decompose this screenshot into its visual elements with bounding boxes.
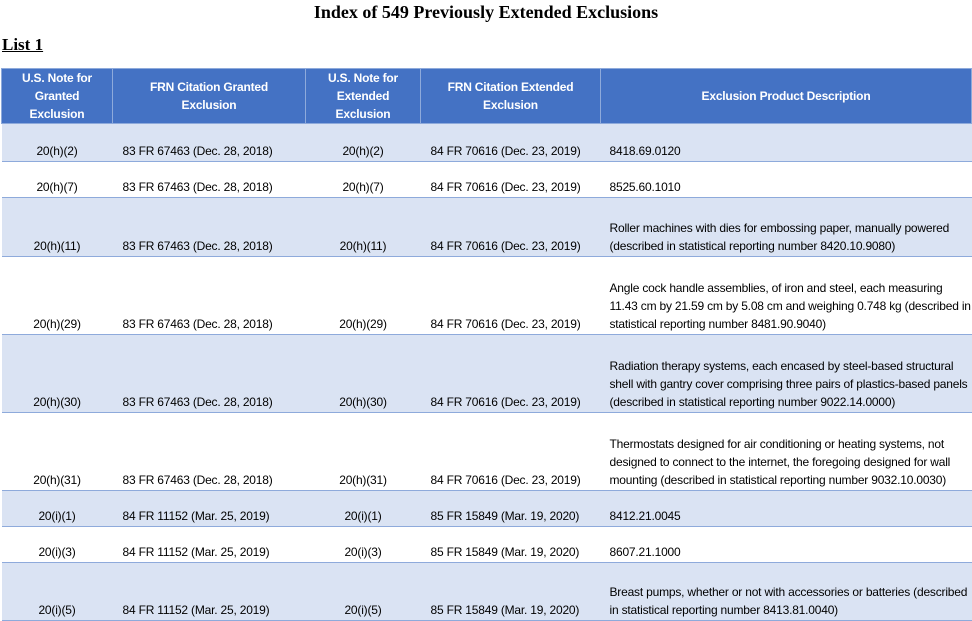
cell-description: 8525.60.1010 — [600, 161, 972, 198]
cell-us-note-granted: 20(h)(31) — [1, 412, 113, 491]
cell-frn-granted: 84 FR 11152 (Mar. 25, 2019) — [112, 490, 306, 527]
cell-us-note-granted: 20(h)(29) — [1, 256, 113, 335]
cell-us-note-extended: 20(h)(30) — [305, 334, 421, 413]
cell-frn-extended: 84 FR 70616 (Dec. 23, 2019) — [420, 123, 601, 162]
cell-frn-extended: 85 FR 15849 (Mar. 19, 2020) — [420, 490, 601, 527]
header-frn-extended: FRN Citation Extended Exclusion — [420, 68, 601, 124]
cell-frn-granted: 83 FR 67463 (Dec. 28, 2018) — [112, 197, 306, 257]
table-row: 20(h)(2) 83 FR 67463 (Dec. 28, 2018) 20(h)… — [1, 123, 972, 162]
cell-frn-extended: 85 FR 15849 (Mar. 19, 2020) — [420, 526, 601, 563]
cell-frn-extended: 84 FR 70616 (Dec. 23, 2019) — [420, 161, 601, 198]
cell-frn-granted: 83 FR 67463 (Dec. 28, 2018) — [112, 123, 306, 162]
cell-us-note-granted: 20(h)(11) — [1, 197, 113, 257]
cell-frn-extended: 84 FR 70616 (Dec. 23, 2019) — [420, 197, 601, 257]
cell-frn-extended: 84 FR 70616 (Dec. 23, 2019) — [420, 412, 601, 491]
table-header-row: U.S. Note for Granted Exclusion FRN Cita… — [1, 68, 972, 124]
list-heading: List 1 — [2, 35, 44, 54]
table-row: 20(i)(5) 84 FR 11152 (Mar. 25, 2019) 20(i)… — [1, 562, 972, 621]
cell-us-note-extended: 20(i)(5) — [305, 562, 421, 621]
cell-frn-granted: 84 FR 11152 (Mar. 25, 2019) — [112, 562, 306, 621]
cell-us-note-granted: 20(h)(7) — [1, 161, 113, 198]
cell-us-note-extended: 20(i)(3) — [305, 526, 421, 563]
cell-us-note-granted: 20(i)(3) — [1, 526, 113, 563]
header-frn-granted: FRN Citation Granted Exclusion — [112, 68, 306, 124]
header-us-note-granted: U.S. Note for Granted Exclusion — [1, 68, 113, 124]
cell-us-note-granted: 20(h)(2) — [1, 123, 113, 162]
table-row: 20(h)(7) 83 FR 67463 (Dec. 28, 2018) 20(h)… — [1, 161, 972, 198]
cell-description: Thermostats designed for air conditionin… — [600, 412, 972, 491]
cell-us-note-extended: 20(h)(7) — [305, 161, 421, 198]
cell-frn-granted: 83 FR 67463 (Dec. 28, 2018) — [112, 161, 306, 198]
table-row: 20(i)(3) 84 FR 11152 (Mar. 25, 2019) 20(i)… — [1, 526, 972, 563]
exclusions-table: U.S. Note for Granted Exclusion FRN Cita… — [1, 68, 972, 621]
cell-us-note-extended: 20(h)(31) — [305, 412, 421, 491]
cell-frn-extended: 84 FR 70616 (Dec. 23, 2019) — [420, 256, 601, 335]
cell-frn-granted: 83 FR 67463 (Dec. 28, 2018) — [112, 256, 306, 335]
cell-frn-granted: 83 FR 67463 (Dec. 28, 2018) — [112, 412, 306, 491]
table-row: 20(h)(31) 83 FR 67463 (Dec. 28, 2018) 20(h… — [1, 412, 972, 491]
cell-us-note-extended: 20(h)(2) — [305, 123, 421, 162]
cell-frn-extended: 85 FR 15849 (Mar. 19, 2020) — [420, 562, 601, 621]
cell-us-note-extended: 20(h)(29) — [305, 256, 421, 335]
cell-frn-granted: 83 FR 67463 (Dec. 28, 2018) — [112, 334, 306, 413]
header-us-note-extended: U.S. Note for Extended Exclusion — [305, 68, 421, 124]
cell-description: Roller machines with dies for embossing … — [600, 197, 972, 257]
cell-description: Breast pumps, whether or not with access… — [600, 562, 972, 621]
table-row: 20(h)(11) 83 FR 67463 (Dec. 28, 2018) 20(h… — [1, 197, 972, 257]
cell-us-note-granted: 20(i)(1) — [1, 490, 113, 527]
cell-description: 8412.21.0045 — [600, 490, 972, 527]
cell-description: Angle cock handle assemblies, of iron an… — [600, 256, 972, 335]
table-row: 20(h)(30) 83 FR 67463 (Dec. 28, 2018) 20(h… — [1, 334, 972, 413]
cell-us-note-extended: 20(i)(1) — [305, 490, 421, 527]
document-title: Index of 549 Previously Extended Exclusi… — [313, 2, 659, 22]
table-row: 20(i)(1) 84 FR 11152 (Mar. 25, 2019) 20(i)… — [1, 490, 972, 527]
cell-us-note-granted: 20(h)(30) — [1, 334, 113, 413]
table-row: 20(h)(29) 83 FR 67463 (Dec. 28, 2018) 20(h… — [1, 256, 972, 335]
header-description: Exclusion Product Description — [600, 68, 972, 124]
cell-description: 8418.69.0120 — [600, 123, 972, 162]
cell-description: Radiation therapy systems, each encased … — [600, 334, 972, 413]
cell-description: 8607.21.1000 — [600, 526, 972, 563]
cell-us-note-extended: 20(h)(11) — [305, 197, 421, 257]
cell-us-note-granted: 20(i)(5) — [1, 562, 113, 621]
cell-frn-extended: 84 FR 70616 (Dec. 23, 2019) — [420, 334, 601, 413]
cell-frn-granted: 84 FR 11152 (Mar. 25, 2019) — [112, 526, 306, 563]
